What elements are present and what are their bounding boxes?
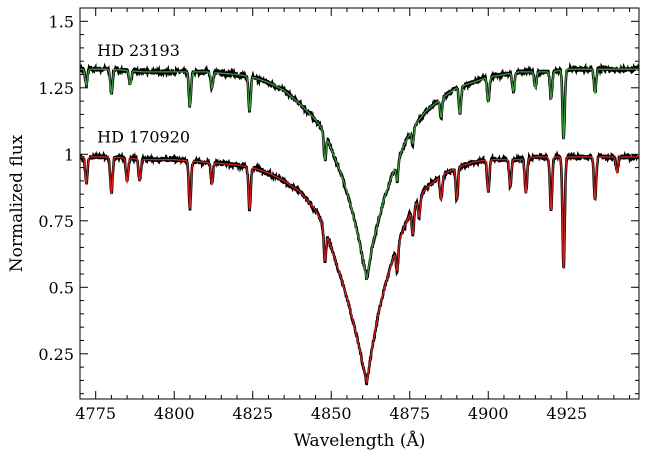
x-tick-label: 4825: [232, 404, 273, 423]
y-tick-label: 0.25: [38, 345, 74, 364]
x-tick-label: 4800: [154, 404, 195, 423]
x-tick-label: 4925: [546, 404, 587, 423]
y-axis-label: Normalized flux: [7, 134, 27, 272]
x-tick-label: 4875: [389, 404, 430, 423]
series-1: [80, 61, 639, 281]
series-annotation-label: HD 23193: [97, 41, 180, 60]
model-spectrum-line: [80, 68, 639, 280]
y-tick-label: 1.5: [49, 12, 74, 31]
series-layer: [80, 61, 639, 386]
y-tick-label: 0.5: [49, 278, 74, 297]
y-tick-label: 1: [64, 145, 74, 164]
plot-frame: [79, 7, 640, 400]
axis-ticks: [79, 7, 639, 399]
x-tick-label: 4850: [311, 404, 352, 423]
series-annotation-label: HD 170920: [97, 127, 190, 146]
observed-spectrum-line: [80, 61, 639, 281]
model-spectrum-line: [80, 156, 639, 384]
axes-box: [79, 7, 640, 400]
x-tick-label: 4900: [468, 404, 509, 423]
series-2: [80, 150, 639, 386]
x-axis-label: Wavelength (Å): [294, 430, 426, 451]
y-tick-label: 0.75: [38, 212, 74, 231]
y-tick-label: 1.25: [38, 79, 74, 98]
axis-labels: 4775 4800 4825 4850 4875 4900 4925 0.25 0.5 0.75 1…: [7, 12, 587, 451]
x-tick-label: 4775: [75, 404, 116, 423]
annotations: HD 23193 HD 170920: [97, 41, 190, 146]
